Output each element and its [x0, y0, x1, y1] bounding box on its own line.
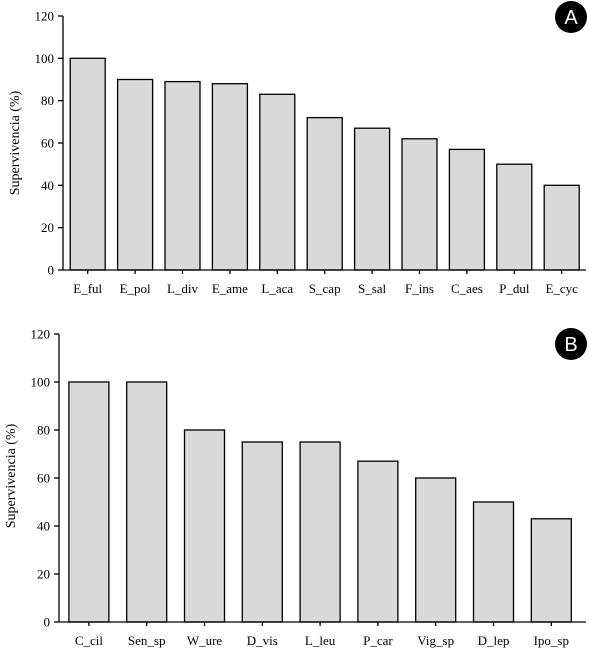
chart-0-bar-f-ins	[401, 138, 438, 271]
chart-0-y-tick-label: 100	[35, 51, 55, 66]
chart-0-y-tick-label: 0	[48, 263, 55, 278]
chart-0-y-tick-label: 40	[41, 178, 54, 193]
chart-0-x-tick-label: E_ful	[73, 281, 102, 296]
chart-1-y-tick-label: 120	[31, 327, 51, 342]
chart-1-x-tick-label: Vig_sp	[417, 633, 454, 648]
chart-0-panel-badge	[555, 1, 587, 33]
chart-1-bar-d-lep	[472, 501, 515, 623]
chart-0-bar-e-cyc	[543, 184, 580, 271]
chart-1-x-tick-label: D_vis	[247, 633, 278, 648]
chart-1-bar-sen-sp	[126, 381, 168, 623]
chart-0-bar-l-aca	[259, 93, 296, 271]
chart-0-bar-e-ful	[69, 57, 106, 271]
chart-0-x-tick-label: C_aes	[451, 281, 483, 296]
chart-1-x-tick-label: C_cil	[75, 633, 104, 648]
chart-0-x-tick-label: F_ins	[405, 281, 434, 296]
chart-1-y-tick-label: 100	[31, 375, 51, 390]
chart-1-x-tick-label: D_lep	[478, 633, 510, 648]
chart-1-y-axis-label: Supervivencia (%)	[4, 423, 19, 528]
chart-0-y-axis-label: Supervivencia (%)	[8, 90, 23, 195]
chart-1-x-tick-label: Ipo_sp	[534, 633, 569, 648]
chart-1-panel-badge	[555, 328, 587, 360]
chart-0-bar-e-ame	[211, 83, 249, 271]
chart-0-bar-c-aes	[448, 148, 486, 271]
chart-0-bar-s-cap	[306, 116, 343, 271]
chart-0-x-tick-label: L_aca	[261, 281, 293, 296]
chart-1-x-tick-label: Sen_sp	[128, 633, 166, 648]
chart-1-bar-ipo-sp	[530, 518, 572, 623]
chart-1-bar-w-ure	[183, 429, 226, 623]
chart-1-x-tick-label: L_leu	[305, 633, 336, 648]
chart-1-bar-p-car	[357, 460, 399, 623]
chart-0-bar-p-dul	[496, 163, 533, 271]
chart-0-bar-s-sal	[353, 127, 391, 271]
chart-1-y-tick-label: 60	[37, 471, 50, 486]
chart-0-y-tick-label: 20	[41, 220, 54, 235]
chart-0-bar-l-div	[164, 80, 201, 271]
chart-0-panel-letter: A	[564, 7, 578, 29]
chart-0-y-tick-label: 60	[41, 136, 54, 151]
chart-1-bar-c-cil	[68, 381, 110, 623]
chart-0-x-tick-label: E_pol	[120, 281, 151, 296]
chart-0-bar-e-pol	[116, 78, 154, 271]
chart-0-y-tick-label: 80	[41, 93, 54, 108]
panel-a-chart: E_ful E_pol L_div E_ame L_aca S_cap S_sal F_ins…	[8, 1, 587, 296]
chart-0-x-tick-label: L_div	[167, 281, 199, 296]
chart-1-y-tick-label: 0	[44, 615, 51, 630]
chart-1-bar-vig-sp	[415, 477, 457, 623]
chart-1-y-tick-label: 20	[37, 567, 50, 582]
chart-1-bar-l-leu	[299, 441, 341, 623]
panel-b-chart: C_cil Sen_sp W_ure D_vis L_leu P_car Vig_sp D_l…	[4, 327, 587, 648]
chart-1-panel-letter: B	[564, 334, 577, 356]
chart-0-x-tick-label: E_cyc	[545, 281, 578, 296]
chart-0-x-tick-label: E_ame	[212, 281, 248, 296]
chart-0-x-tick-label: S_cap	[309, 281, 341, 296]
chart-1-bar-d-vis	[241, 441, 283, 623]
chart-0-x-tick-label: P_dul	[499, 281, 530, 296]
chart-1-x-tick-label: W_ure	[187, 633, 223, 648]
chart-1-y-tick-label: 80	[37, 423, 50, 438]
chart-1-y-tick-label: 40	[37, 519, 50, 534]
chart-1-x-tick-label: P_car	[363, 633, 393, 648]
chart-0-y-tick-label: 120	[35, 9, 55, 24]
chart-0-x-tick-label: S_sal	[358, 281, 387, 296]
